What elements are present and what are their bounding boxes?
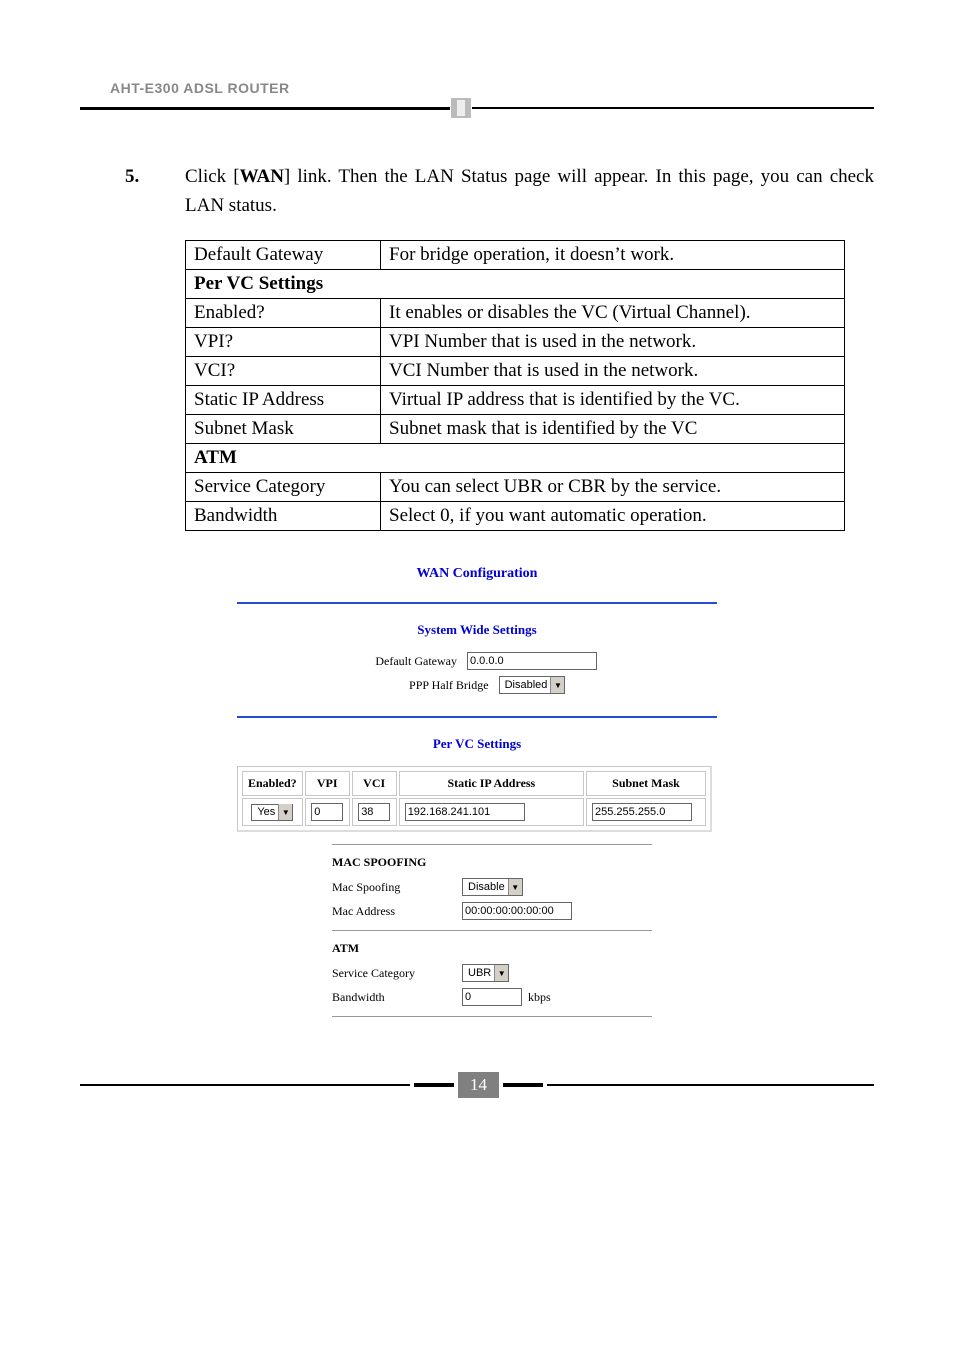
def-val: It enables or disables the VC (Virtual C…: [381, 299, 845, 328]
ppp-half-bridge-select[interactable]: Disabled ▼: [499, 676, 566, 694]
def-val: Virtual IP address that is identified by…: [381, 386, 845, 415]
mac-address-label: Mac Address: [332, 904, 462, 919]
step-prefix: Click [: [185, 166, 240, 187]
def-key: Static IP Address: [186, 386, 381, 415]
per-vc-table-wrap: Enabled? VPI VCI Static IP Address Subne…: [237, 766, 712, 832]
col-subnet-mask: Subnet Mask: [586, 771, 706, 796]
table-section: Per VC Settings: [186, 270, 845, 299]
mac-spoofing-row: Mac Spoofing Disable ▼: [332, 878, 652, 896]
def-val: You can select UBR or CBR by the service…: [381, 473, 845, 502]
default-gateway-input[interactable]: [467, 652, 597, 670]
col-static-ip: Static IP Address: [399, 771, 584, 796]
table-row: Enabled?It enables or disables the VC (V…: [186, 299, 845, 328]
def-key: Default Gateway: [186, 241, 381, 270]
mac-address-row: Mac Address: [332, 902, 652, 920]
ppp-select-value: Disabled: [502, 679, 551, 691]
divider: [332, 844, 652, 845]
ppp-half-bridge-label: PPP Half Bridge: [389, 678, 499, 693]
enabled-select[interactable]: Yes ▼: [251, 804, 293, 821]
step-suffix: ] link. Then the LAN Status page will ap…: [185, 166, 874, 216]
chevron-down-icon: ▼: [508, 879, 522, 895]
per-vc-table: Enabled? VPI VCI Static IP Address Subne…: [240, 769, 708, 828]
mac-spoofing-label: Mac Spoofing: [332, 880, 462, 895]
mac-spoofing-value: Disable: [465, 881, 508, 893]
divider: [237, 716, 717, 718]
def-key: Enabled?: [186, 299, 381, 328]
definitions-table: Default Gateway For bridge operation, it…: [185, 240, 845, 531]
mac-spoofing-section: MAC SPOOFING Mac Spoofing Disable ▼ Mac …: [332, 844, 652, 1017]
atm-heading: ATM: [332, 941, 652, 956]
table-row: Static IP AddressVirtual IP address that…: [186, 386, 845, 415]
table-header-row: Enabled? VPI VCI Static IP Address Subne…: [242, 771, 706, 796]
product-header: AHT-E300 ADSL ROUTER: [80, 80, 874, 96]
chevron-down-icon: ▼: [550, 677, 564, 693]
table-row: VPI?VPI Number that is used in the netwo…: [186, 328, 845, 357]
step-number: 5.: [125, 163, 185, 220]
system-wide-heading: System Wide Settings: [237, 622, 717, 638]
col-enabled: Enabled?: [242, 771, 303, 796]
table-section: ATM: [186, 444, 845, 473]
def-val: Select 0, if you want automatic operatio…: [381, 502, 845, 531]
enabled-value: Yes: [254, 806, 278, 818]
def-val: VCI Number that is used in the network.: [381, 357, 845, 386]
static-ip-input[interactable]: [405, 803, 525, 821]
service-category-label: Service Category: [332, 966, 462, 981]
mac-spoofing-heading: MAC SPOOFING: [332, 855, 652, 870]
section-label: ATM: [186, 444, 845, 473]
bandwidth-input[interactable]: [462, 988, 522, 1006]
instruction-step: 5. Click [WAN] link. Then the LAN Status…: [125, 163, 874, 220]
service-category-select[interactable]: UBR ▼: [462, 964, 509, 982]
per-vc-heading: Per VC Settings: [237, 736, 717, 752]
service-category-row: Service Category UBR ▼: [332, 964, 652, 982]
def-key: Subnet Mask: [186, 415, 381, 444]
divider: [237, 602, 717, 604]
divider: [332, 1016, 652, 1017]
def-val: VPI Number that is used in the network.: [381, 328, 845, 357]
table-row: Default Gateway For bridge operation, it…: [186, 241, 845, 270]
default-gateway-label: Default Gateway: [357, 654, 467, 669]
mac-spoofing-select[interactable]: Disable ▼: [462, 878, 523, 896]
default-gateway-row: Default Gateway: [237, 652, 717, 670]
chevron-down-icon: ▼: [278, 804, 292, 820]
col-vpi: VPI: [305, 771, 350, 796]
table-row: Yes ▼: [242, 798, 706, 826]
def-val: Subnet mask that is identified by the VC: [381, 415, 845, 444]
vpi-input[interactable]: [311, 803, 343, 821]
section-label: Per VC Settings: [186, 270, 845, 299]
vci-input[interactable]: [358, 803, 390, 821]
bandwidth-row: Bandwidth kbps: [332, 988, 652, 1006]
page-number: 14: [458, 1072, 499, 1098]
def-key: Service Category: [186, 473, 381, 502]
step-text: Click [WAN] link. Then the LAN Status pa…: [185, 163, 874, 220]
table-row: VCI?VCI Number that is used in the netwo…: [186, 357, 845, 386]
def-key: VCI?: [186, 357, 381, 386]
bandwidth-label: Bandwidth: [332, 990, 462, 1005]
table-row: Service CategoryYou can select UBR or CB…: [186, 473, 845, 502]
subnet-mask-input[interactable]: [592, 803, 692, 821]
wan-link-text: WAN: [240, 166, 284, 187]
chevron-down-icon: ▼: [494, 965, 508, 981]
ppp-half-bridge-row: PPP Half Bridge Disabled ▼: [237, 676, 717, 694]
def-key: Bandwidth: [186, 502, 381, 531]
col-vci: VCI: [352, 771, 397, 796]
divider: [332, 930, 652, 931]
service-category-value: UBR: [465, 967, 494, 979]
header-rule: [80, 98, 874, 118]
table-row: BandwidthSelect 0, if you want automatic…: [186, 502, 845, 531]
wan-config-title: WAN Configuration: [237, 566, 717, 582]
table-row: Subnet MaskSubnet mask that is identifie…: [186, 415, 845, 444]
page-footer: 14: [80, 1072, 874, 1098]
wan-config-panel: WAN Configuration System Wide Settings D…: [237, 566, 717, 1017]
def-key: VPI?: [186, 328, 381, 357]
mac-address-input[interactable]: [462, 902, 572, 920]
def-val: For bridge operation, it doesn’t work.: [381, 241, 845, 270]
bandwidth-unit: kbps: [522, 990, 551, 1005]
